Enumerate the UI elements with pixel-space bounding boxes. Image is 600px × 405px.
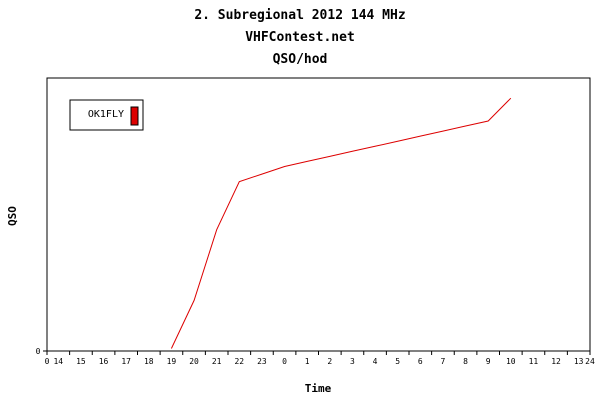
x-tick-label: 5: [395, 357, 400, 366]
x-tick-label: 0: [282, 357, 287, 366]
chart-subtitle-2: QSO/hod: [273, 52, 328, 67]
y-axis-title: QSO: [6, 206, 19, 226]
x-tick-label: 2: [327, 357, 332, 366]
chart-subtitle: VHFContest.net: [245, 30, 355, 45]
x-tick-label: 16: [99, 357, 109, 366]
x-axis-ticks: [43, 350, 591, 355]
legend-label: OK1FLY: [88, 109, 124, 120]
x-tick-label: 20: [189, 357, 199, 366]
x-axis-zero-label: 0: [45, 357, 50, 366]
legend: OK1FLY: [69, 99, 144, 131]
x-axis-tick-labels: 14 15 16 17 18 19 20 21 22 23 0 1 2 3 4 5 6 7 8 9 10 11 12 13: [53, 357, 583, 366]
x-tick-label: 6: [418, 357, 423, 366]
x-tick-label: 17: [121, 357, 131, 366]
x-tick-label: 18: [144, 357, 154, 366]
x-tick-label: 4: [373, 357, 378, 366]
x-tick-label: 19: [167, 357, 177, 366]
x-tick-label: 11: [529, 357, 539, 366]
series-group: [170, 97, 512, 349]
x-tick-label: 21: [212, 357, 222, 366]
x-tick-label: 15: [76, 357, 86, 366]
x-axis-title: Time: [305, 382, 332, 395]
x-tick-label: 13: [574, 357, 584, 366]
x-tick-label: 7: [441, 357, 446, 366]
x-tick-label: 12: [551, 357, 561, 366]
x-tick-label: 14: [53, 357, 63, 366]
x-tick-label: 22: [234, 357, 244, 366]
x-tick-label: 3: [350, 357, 355, 366]
chart-title: 2. Subregional 2012 144 MHz: [194, 8, 405, 23]
x-tick-label: 8: [463, 357, 468, 366]
x-tick-label: 23: [257, 357, 267, 366]
series-line: [170, 97, 512, 349]
x-tick-label: 1: [305, 357, 310, 366]
x-tick-label: 9: [486, 357, 491, 366]
y-axis-zero-label: 0: [36, 347, 41, 356]
x-axis-end-label: 24: [585, 357, 595, 366]
x-tick-label: 10: [506, 357, 516, 366]
legend-swatch: [130, 106, 139, 126]
